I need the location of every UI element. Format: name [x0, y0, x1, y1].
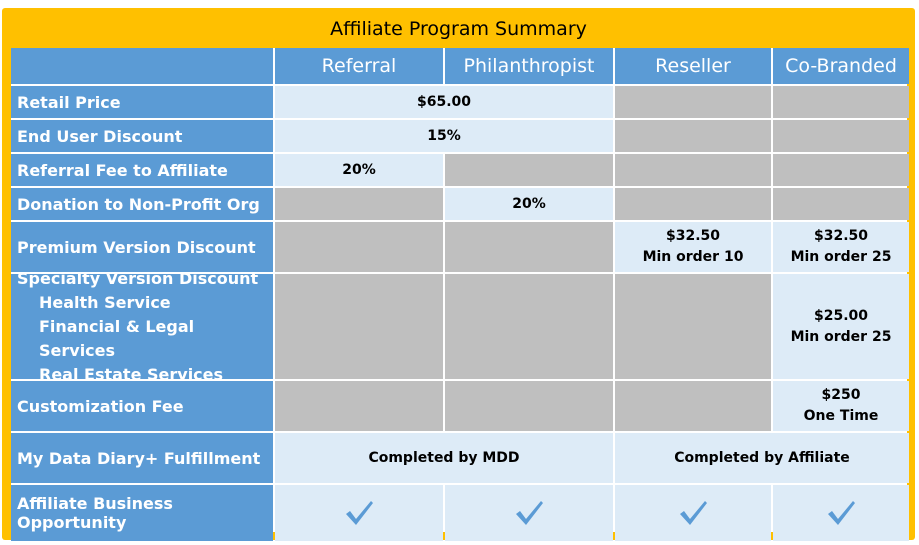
- na-cell: [773, 120, 909, 152]
- row-label-premium-discount: Premium Version Discount: [11, 222, 273, 272]
- checkmark-icon: [516, 501, 543, 525]
- row-label-customization-fee: Customization Fee: [11, 381, 273, 431]
- row-label-donation: Donation to Non-Profit Org: [11, 188, 273, 220]
- specialty-cobranded-min: Min order 25: [790, 328, 892, 345]
- na-cell: [445, 154, 613, 186]
- na-cell: [615, 86, 771, 118]
- specialty-item-financial-legal: Financial & Legal Services: [39, 316, 195, 360]
- specialty-cobranded-price: $25.00: [813, 307, 869, 324]
- opportunity-referral: [275, 485, 443, 541]
- na-cell: [275, 222, 443, 272]
- na-cell: [773, 86, 909, 118]
- premium-cobranded-min: Min order 25: [790, 249, 892, 265]
- na-cell: [773, 154, 909, 186]
- premium-reseller-value: $32.50 Min order 10: [615, 222, 771, 272]
- summary-frame: Affiliate Program Summary Referral Phila…: [2, 8, 915, 541]
- fulfillment-mdd-value: Completed by MDD: [275, 433, 613, 483]
- na-cell: [445, 381, 613, 431]
- specialty-item-real-estate: Real Estate Services: [39, 364, 224, 384]
- donation-value: 20%: [445, 188, 613, 220]
- na-cell: [445, 274, 613, 379]
- opportunity-co-branded: [773, 485, 909, 541]
- specialty-item-health: Health Service: [39, 292, 171, 312]
- row-label-fulfillment: My Data Diary+ Fulfillment: [11, 433, 273, 483]
- customization-cobranded-price: $250: [821, 387, 861, 403]
- na-cell: [275, 188, 443, 220]
- na-cell: [615, 274, 771, 379]
- row-label-business-opportunity: Affiliate Business Opportunity: [11, 485, 273, 541]
- header-corner: [11, 48, 273, 84]
- checkmark-icon: [680, 501, 707, 525]
- customization-cobranded-value: $250 One Time: [773, 381, 909, 431]
- retail-price-value: $65.00: [275, 86, 613, 118]
- na-cell: [275, 274, 443, 379]
- na-cell: [615, 381, 771, 431]
- specialty-cobranded-value: $25.00 Min order 25: [773, 274, 909, 379]
- premium-reseller-price: $32.50: [665, 228, 721, 244]
- customization-cobranded-note: One Time: [803, 408, 879, 424]
- table-title: Affiliate Program Summary: [330, 18, 587, 40]
- row-label-end-user-discount: End User Discount: [11, 120, 273, 152]
- column-header-referral: Referral: [275, 48, 443, 84]
- row-label-referral-fee: Referral Fee to Affiliate: [11, 154, 273, 186]
- column-header-co-branded: Co-Branded: [773, 48, 909, 84]
- specialty-heading: Specialty Version Discount: [17, 268, 259, 288]
- na-cell: [615, 188, 771, 220]
- referral-fee-value: 20%: [275, 154, 443, 186]
- checkmark-icon: [828, 501, 855, 525]
- end-user-discount-value: 15%: [275, 120, 613, 152]
- na-cell: [275, 381, 443, 431]
- checkmark-icon: [346, 501, 373, 525]
- row-label-retail-price: Retail Price: [11, 86, 273, 118]
- column-header-philanthropist: Philanthropist: [445, 48, 613, 84]
- na-cell: [615, 120, 771, 152]
- row-label-specialty-discount: Specialty Version Discount Health Servic…: [11, 269, 273, 384]
- na-cell: [445, 222, 613, 272]
- column-header-reseller: Reseller: [615, 48, 771, 84]
- na-cell: [773, 188, 909, 220]
- premium-cobranded-value: $32.50 Min order 25: [773, 222, 909, 272]
- na-cell: [615, 154, 771, 186]
- premium-reseller-min: Min order 10: [642, 249, 744, 265]
- fulfillment-affiliate-value: Completed by Affiliate: [615, 433, 909, 483]
- premium-cobranded-price: $32.50: [813, 228, 869, 244]
- opportunity-reseller: [615, 485, 771, 541]
- opportunity-philanthropist: [445, 485, 613, 541]
- summary-table: Referral Philanthropist Reseller Co-Bran…: [11, 48, 909, 541]
